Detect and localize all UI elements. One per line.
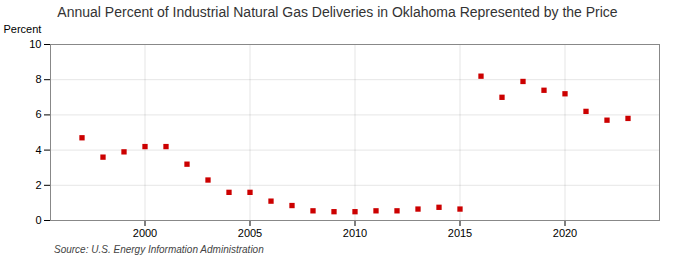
svg-text:2020: 2020	[553, 227, 577, 239]
svg-text:10: 10	[29, 38, 41, 50]
svg-text:0: 0	[35, 214, 41, 226]
svg-text:2000: 2000	[133, 227, 157, 239]
svg-text:2015: 2015	[448, 227, 472, 239]
svg-text:2005: 2005	[238, 227, 262, 239]
svg-text:2: 2	[35, 179, 41, 191]
html-text:Source: U.S. Energy Informatio: Source: U.S. Energy Information Administ…	[54, 244, 264, 255]
html-text:Annual Percent of Industrial N: Annual Percent of Industrial Natural Gas…	[57, 4, 618, 20]
svg-text:Percent: Percent	[4, 23, 42, 35]
svg-text:6: 6	[35, 108, 41, 120]
svg-text:8: 8	[35, 73, 41, 85]
svg-text:4: 4	[35, 144, 41, 156]
svg-text:2010: 2010	[343, 227, 367, 239]
